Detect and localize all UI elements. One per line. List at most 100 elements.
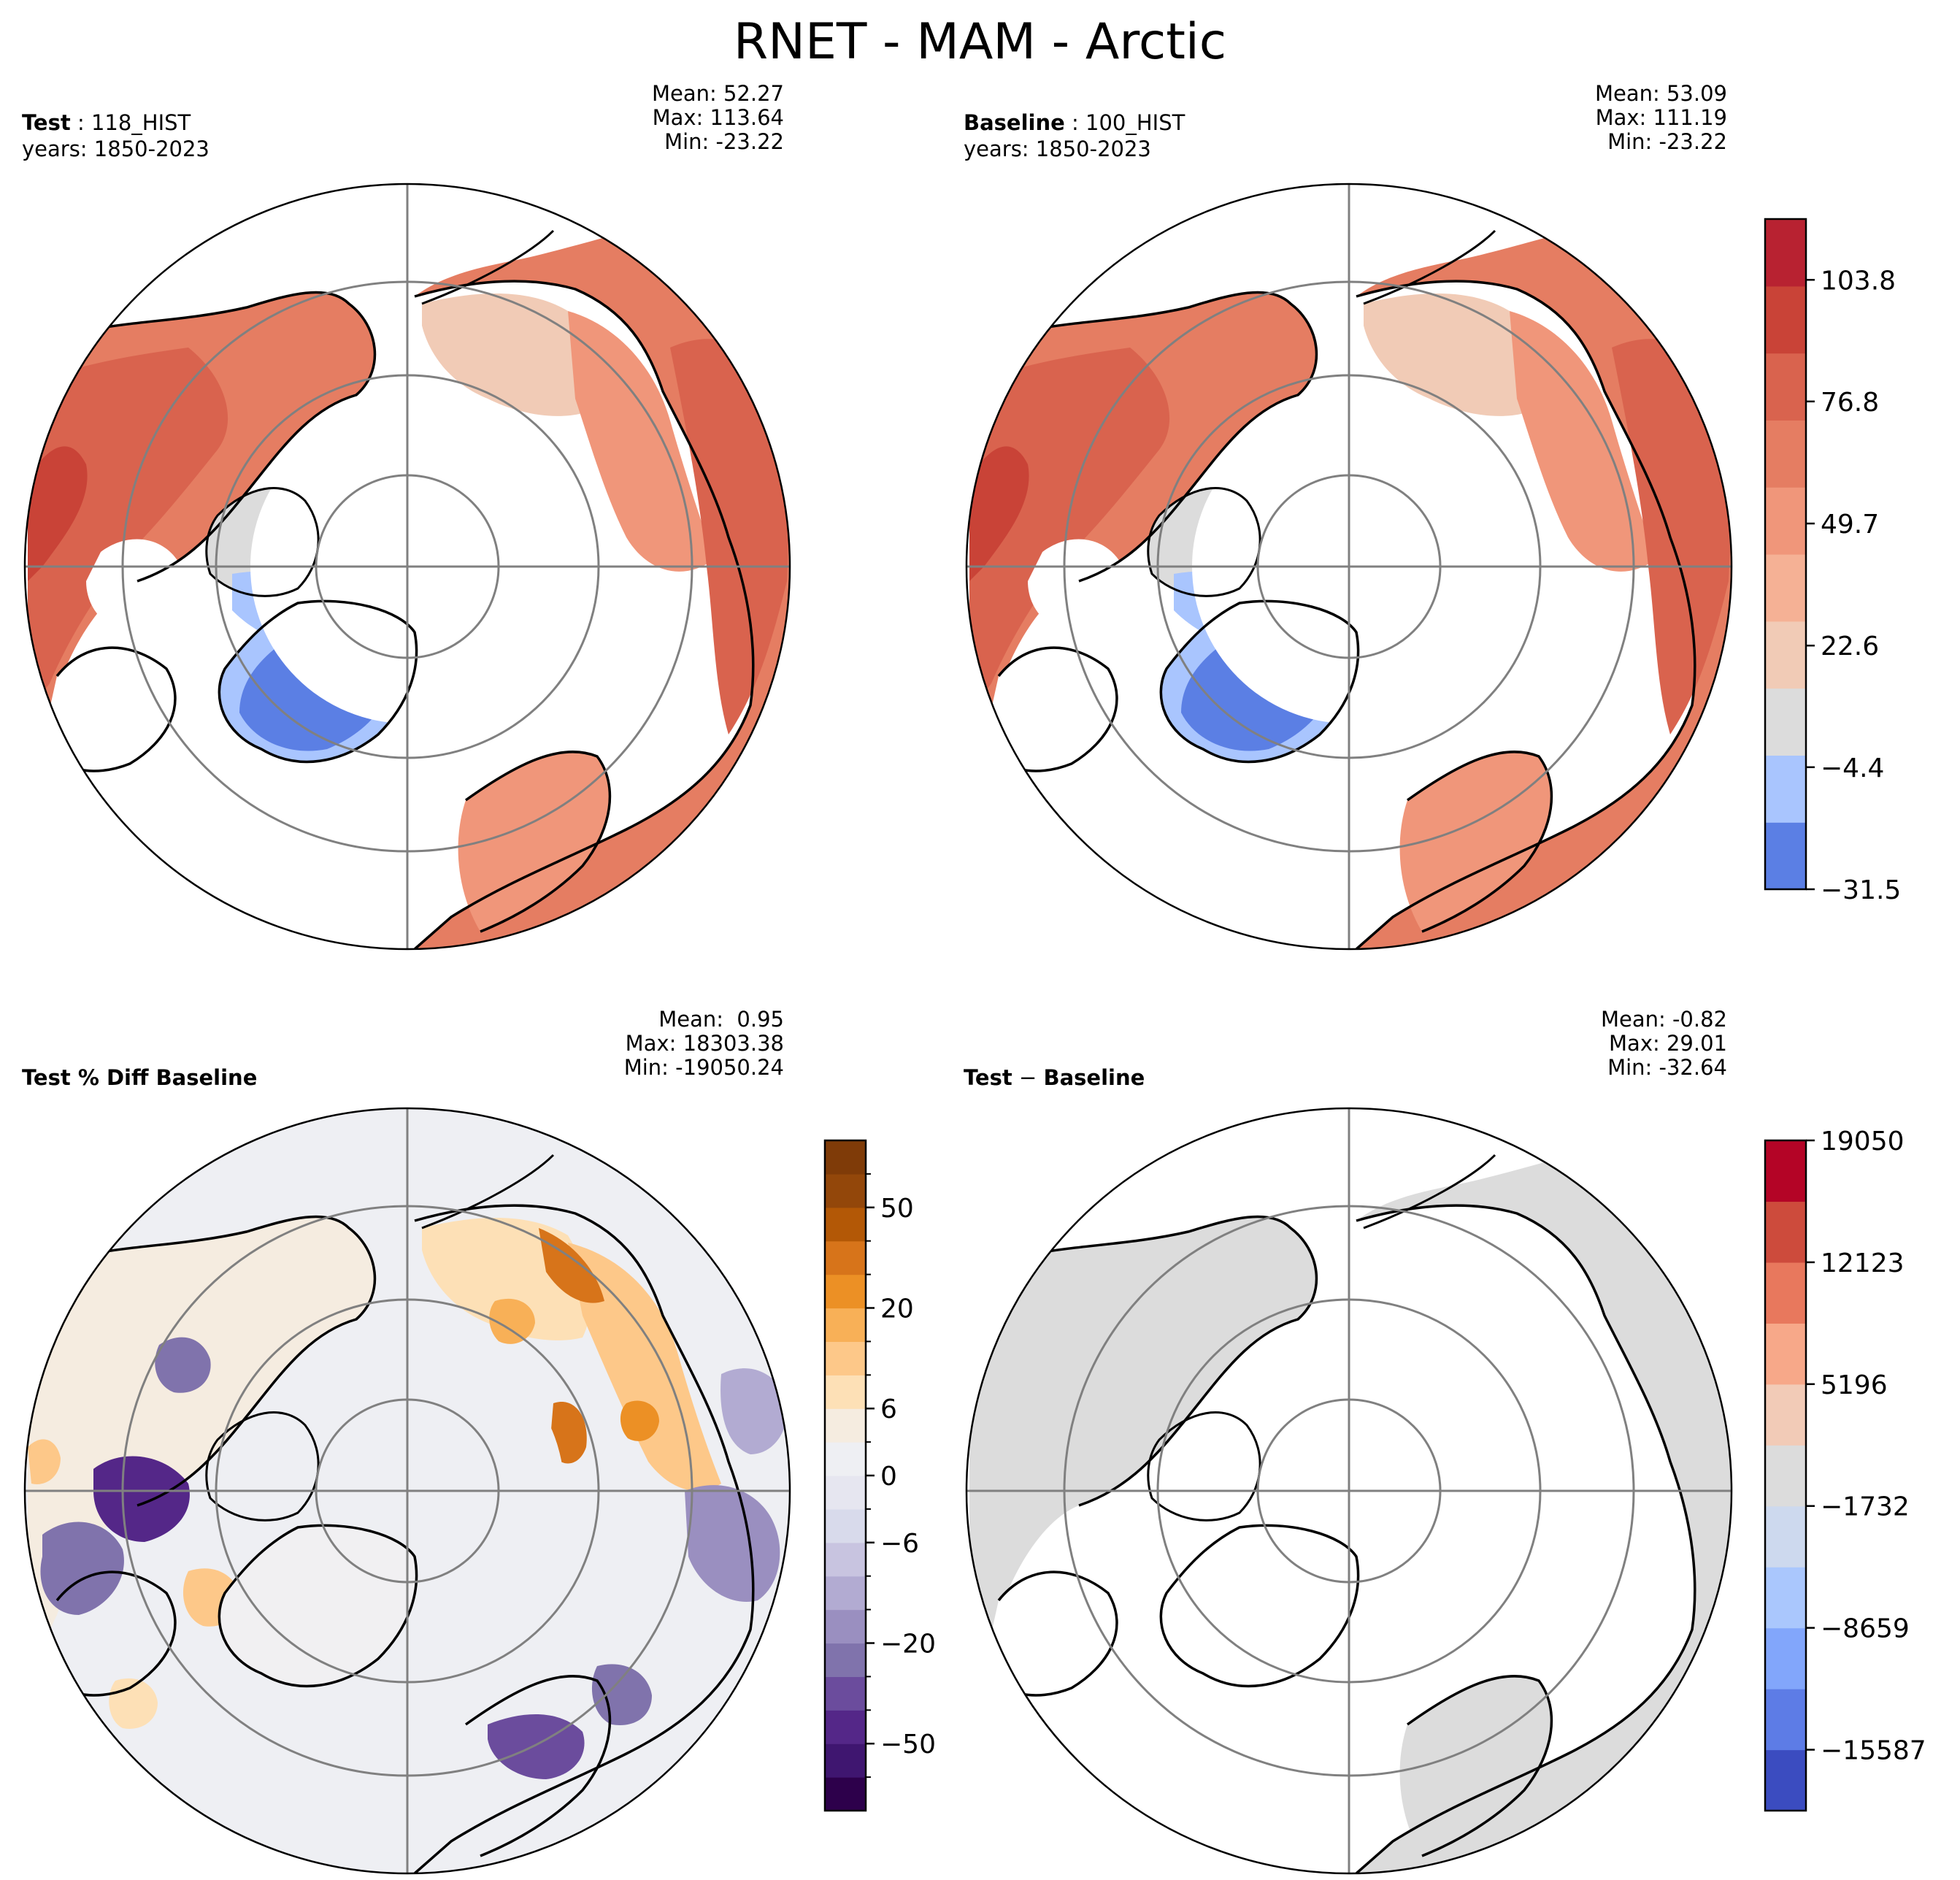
- pctdiff-mean: Mean: 0.95: [658, 1007, 784, 1032]
- cbar-diff-swatch-8: [1765, 1262, 1806, 1324]
- cbar-pctdiff-swatch-11: [825, 1408, 866, 1443]
- test-mean: Mean: 52.27: [651, 81, 784, 106]
- cbar-test-swatch-5: [1765, 487, 1806, 555]
- cbar-pctdiff-swatch-2: [825, 1710, 866, 1744]
- cbar-diff-swatch-10: [1765, 1140, 1806, 1202]
- cbar-pctdiff-tick-label: 20: [880, 1294, 914, 1324]
- cbar-test-swatch-2: [1765, 688, 1806, 756]
- diff-label-bold2: Baseline: [1043, 1065, 1145, 1090]
- test-min: Min: -23.22: [664, 129, 784, 154]
- cbar-test-swatch-9: [1765, 219, 1806, 287]
- cbar-diff-swatch-7: [1765, 1323, 1806, 1385]
- cbar-pctdiff-tick-label: −6: [880, 1529, 919, 1559]
- test-region-europe: [458, 751, 610, 932]
- cbar-test-swatch-7: [1765, 353, 1806, 421]
- cbar-test-tick-label: 49.7: [1821, 510, 1879, 540]
- cbar-diff-swatch-5: [1765, 1445, 1806, 1507]
- cbar-pctdiff-swatch-17: [825, 1207, 866, 1242]
- colorbar-test-baseline: 103.8 76.8 49.7 22.6 −4.4 −31.5: [1764, 218, 1901, 905]
- colorbar-pctdiff: 50 20 6 0 −6 −20 −50: [823, 1139, 936, 1812]
- baseline-label-bold: Baseline: [964, 110, 1065, 135]
- test-region-canada-west: [28, 348, 228, 713]
- diff-label-bold: Test: [964, 1065, 1012, 1090]
- cbar-pctdiff-swatch-1: [825, 1743, 866, 1778]
- test-region-siberia-north: [422, 293, 591, 416]
- baseline-label-case: : 100_HIST: [1064, 110, 1185, 135]
- cbar-diff-tick-label: 5196: [1821, 1370, 1888, 1400]
- baseline-label: Baseline : 100_HIST: [964, 110, 1185, 136]
- cbar-pctdiff-swatch-6: [825, 1576, 866, 1611]
- baseline-years: years: 1850-2023: [964, 137, 1151, 161]
- pctdiff-stats: Mean: 0.95 Max: 18303.38 Min: -19050.24: [624, 1008, 784, 1080]
- cbar-diff-tick-label: 19050: [1821, 1127, 1905, 1156]
- cbar-test-tick-label: −31.5: [1821, 875, 1901, 905]
- cbar-pctdiff-swatch-8: [825, 1508, 866, 1543]
- diff-mean: Mean: -0.82: [1600, 1007, 1727, 1032]
- cbar-diff-swatch-4: [1765, 1505, 1806, 1568]
- pctdiff-label: Test % Diff Baseline: [22, 1064, 257, 1091]
- diff-label: Test − Baseline: [964, 1064, 1145, 1091]
- cbar-pctdiff-swatch-3: [825, 1676, 866, 1711]
- cbar-test-swatch-3: [1765, 621, 1806, 689]
- cbar-test-swatch-8: [1765, 285, 1806, 354]
- cbar-diff-tick-label: −15587: [1821, 1736, 1926, 1766]
- cbar-test-tick-label: 103.8: [1821, 266, 1896, 296]
- cbar-pctdiff-swatch-15: [825, 1274, 866, 1309]
- diff-max: Max: 29.01: [1609, 1031, 1727, 1056]
- cbar-pctdiff-swatch-10: [825, 1442, 866, 1476]
- cbar-test-swatch-6: [1765, 420, 1806, 488]
- baseline-map: [965, 183, 1733, 951]
- baseline-stats: Mean: 53.09 Max: 111.19 Min: -23.22: [1595, 82, 1727, 154]
- cbar-pctdiff-swatch-12: [825, 1375, 866, 1409]
- cbar-test-tick-label: 22.6: [1821, 632, 1879, 661]
- diff-map: [965, 1107, 1733, 1875]
- cbar-test-swatch-0: [1765, 822, 1806, 890]
- test-region-siberia-central: [568, 311, 714, 572]
- figure-title: RNET - MAM - Arctic: [733, 13, 1227, 71]
- cbar-pctdiff-swatch-19: [825, 1140, 866, 1175]
- test-stats: Mean: 52.27 Max: 113.64 Min: -23.22: [652, 82, 784, 154]
- cbar-test-frame: [1764, 218, 1807, 891]
- cbar-diff-swatch-9: [1765, 1201, 1806, 1263]
- cbar-pctdiff-swatch-7: [825, 1542, 866, 1577]
- cbar-diff-swatch-6: [1765, 1384, 1806, 1446]
- test-max: Max: 113.64: [652, 105, 784, 130]
- cbar-diff-swatch-2: [1765, 1627, 1806, 1689]
- cbar-diff-frame: [1764, 1139, 1807, 1812]
- diff-label-minus: −: [1012, 1065, 1044, 1090]
- cbar-pctdiff-swatch-16: [825, 1240, 866, 1275]
- cbar-pctdiff-swatch-5: [825, 1609, 866, 1644]
- cbar-pctdiff-tick-label: 50: [880, 1194, 914, 1224]
- cbar-test-swatch-1: [1765, 755, 1806, 823]
- cbar-pctdiff-swatch-0: [825, 1777, 866, 1811]
- cbar-test-tick-label: −4.4: [1821, 753, 1884, 783]
- baseline-mean: Mean: 53.09: [1594, 81, 1727, 106]
- test-label-case: : 118_HIST: [70, 110, 191, 135]
- cbar-pctdiff-swatch-14: [825, 1308, 866, 1342]
- cbar-diff-tick-label: 12123: [1821, 1248, 1905, 1278]
- test-years: years: 1850-2023: [22, 137, 210, 161]
- cbar-pctdiff-swatch-13: [825, 1341, 866, 1376]
- cbar-pctdiff-swatch-4: [825, 1643, 866, 1677]
- pctdiff-map: [23, 1107, 791, 1875]
- cbar-diff-swatch-1: [1765, 1689, 1806, 1751]
- cbar-pctdiff-swatch-9: [825, 1476, 866, 1510]
- cbar-pctdiff-tick-label: 6: [880, 1394, 897, 1424]
- cbar-pctdiff-tick-label: 0: [880, 1462, 897, 1492]
- cbar-test-swatch-4: [1765, 554, 1806, 622]
- baseline-max: Max: 111.19: [1595, 105, 1727, 130]
- test-region-pacific-coast: [28, 446, 88, 581]
- pctdiff-min: Min: -19050.24: [623, 1055, 784, 1080]
- diff-stats: Mean: -0.82 Max: 29.01 Min: -32.64: [1601, 1008, 1727, 1080]
- cbar-diff-swatch-3: [1765, 1567, 1806, 1629]
- test-map: [23, 183, 791, 951]
- test-label: Test : 118_HIST: [22, 110, 191, 136]
- cbar-pctdiff-tick-label: −50: [880, 1730, 936, 1760]
- test-label-bold: Test: [22, 110, 71, 135]
- colorbar-diff: 19050 12123 5196 −1732 −8659 −15587: [1764, 1127, 1926, 1812]
- cbar-pctdiff-swatch-18: [825, 1173, 866, 1208]
- cbar-diff-tick-label: −1732: [1821, 1492, 1910, 1522]
- cbar-pctdiff-tick-label: −20: [880, 1630, 936, 1660]
- cbar-test-tick-label: 76.8: [1821, 388, 1879, 418]
- diff-min: Min: -32.64: [1607, 1055, 1727, 1080]
